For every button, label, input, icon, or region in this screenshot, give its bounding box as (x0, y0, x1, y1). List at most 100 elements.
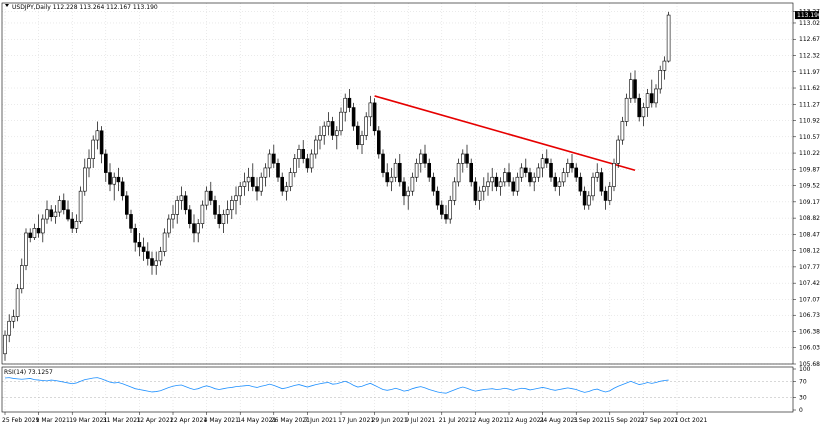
bullish-candle-body (322, 125, 327, 136)
candle (397, 153, 402, 187)
bearish-candle-body (444, 214, 448, 220)
symbol-dropdown-icon[interactable] (5, 4, 9, 7)
bearish-candle-body (649, 93, 654, 104)
candle (78, 186, 83, 224)
candle (402, 177, 406, 206)
candle (326, 112, 331, 136)
bullish-candle-body (448, 200, 453, 220)
bearish-candle-body (209, 190, 213, 201)
candle (586, 191, 591, 210)
bearish-candle-body (574, 167, 579, 178)
price-tick-label: 109.520 (799, 183, 820, 190)
candle (418, 149, 423, 173)
bearish-candle-body (99, 130, 104, 155)
candle (28, 228, 33, 243)
bearish-candle-body (381, 153, 385, 173)
bearish-candle-body (255, 186, 259, 192)
candle (389, 167, 394, 192)
candle (645, 88, 650, 117)
bearish-candle-body (553, 176, 558, 187)
bearish-candle-body (528, 172, 532, 183)
bearish-candle-body (372, 102, 377, 132)
bearish-candle-body (511, 181, 516, 192)
candle (515, 172, 520, 196)
bullish-candle-body (167, 218, 171, 234)
bearish-candle-body (183, 195, 188, 211)
bearish-candle-body (637, 97, 642, 118)
bearish-candle-body (28, 232, 33, 238)
candle (469, 158, 474, 187)
bullish-candle-body (477, 190, 482, 201)
candle (91, 135, 95, 168)
price-tick-label: 110.220 (799, 150, 820, 157)
bullish-candle-body (595, 172, 600, 178)
bullish-candle-body (339, 111, 343, 132)
price-grid (2, 3, 793, 365)
bearish-candle-body (280, 176, 285, 192)
candle (448, 195, 453, 224)
bullish-candle-body (11, 316, 16, 322)
candle (452, 177, 457, 206)
candle (490, 167, 495, 192)
candle (607, 181, 612, 206)
rsi-tick-label: 30 (799, 395, 807, 402)
candle (481, 177, 486, 201)
candle (641, 102, 646, 127)
date-tick-label: 26 May 2021 (271, 417, 310, 424)
candle (108, 163, 112, 192)
price-tick-label: 112.670 (799, 36, 820, 43)
bullish-candle-body (532, 176, 537, 183)
candle (339, 107, 343, 136)
candle (230, 195, 234, 220)
bullish-candle-body (645, 93, 650, 108)
bullish-candle-body (57, 200, 62, 213)
bullish-candle-body (221, 214, 226, 224)
candle (313, 135, 318, 159)
candle (188, 205, 192, 229)
descending-trendline (374, 95, 636, 172)
bullish-candle-body (460, 153, 465, 164)
bullish-candle-body (368, 102, 373, 118)
bearish-candle-body (301, 149, 306, 159)
bearish-candle-body (70, 218, 74, 229)
price-tick-label: 106.030 (799, 345, 820, 352)
price-tick-label: 108.120 (799, 248, 820, 255)
bearish-candle-body (439, 204, 444, 215)
bullish-candle-body (292, 158, 297, 173)
candle (439, 200, 444, 220)
bullish-candle-body (238, 186, 242, 197)
candle (87, 149, 91, 178)
bearish-candle-body (397, 162, 402, 183)
candle (549, 158, 553, 182)
price-tick-label: 107.070 (799, 296, 820, 303)
bearish-candle-body (192, 223, 196, 234)
candle (351, 102, 356, 131)
bullish-candle-body (406, 190, 411, 197)
candle (624, 93, 629, 127)
bullish-candle-body (414, 162, 419, 178)
bullish-candle-body (234, 195, 238, 201)
candle (368, 95, 373, 127)
candle (53, 205, 58, 224)
bullish-candle-body (225, 209, 230, 215)
bullish-candle-body (486, 181, 490, 187)
candle (150, 251, 154, 275)
bullish-candle-body (288, 172, 293, 187)
bullish-candle-body (519, 167, 524, 178)
date-tick-label: 4 May 2021 (204, 417, 239, 424)
candles-layer (3, 11, 671, 361)
bullish-candle-body (162, 232, 167, 252)
bullish-candle-body (204, 190, 209, 206)
candle (582, 186, 587, 210)
candle (595, 163, 600, 182)
candle (280, 172, 285, 196)
rsi-panel-frame (1, 366, 794, 413)
candle (423, 144, 427, 168)
date-tick-label: 15 Sep 2021 (607, 417, 645, 424)
candle (74, 214, 79, 233)
candle (393, 158, 398, 182)
candle (259, 172, 264, 196)
candle (532, 172, 537, 192)
bullish-candle-body (565, 162, 570, 173)
rsi-tick-label: 0 (799, 407, 803, 414)
